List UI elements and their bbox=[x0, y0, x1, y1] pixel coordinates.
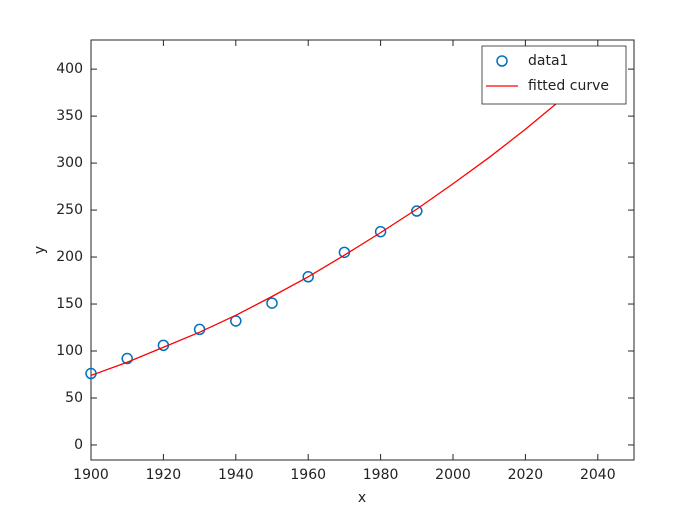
data-point bbox=[302, 271, 314, 283]
x-tick-label: 2020 bbox=[508, 467, 544, 483]
x-tick-label: 2000 bbox=[435, 467, 471, 483]
y-tick-label: 0 bbox=[74, 437, 83, 453]
y-tick-label: 100 bbox=[56, 343, 83, 359]
data-point bbox=[411, 205, 423, 217]
y-tick-label: 200 bbox=[56, 249, 83, 265]
legend-box bbox=[481, 45, 627, 105]
x-tick-label: 1940 bbox=[218, 467, 254, 483]
fit-line bbox=[90, 57, 610, 377]
legend-marker bbox=[496, 55, 508, 67]
x-tick-label: 1920 bbox=[146, 467, 182, 483]
x-tick-label: 1900 bbox=[73, 467, 109, 483]
y-tick-label: 350 bbox=[56, 108, 83, 124]
legend-label: fitted curve bbox=[528, 78, 609, 94]
data-point bbox=[374, 225, 387, 238]
y-axis-label: y bbox=[32, 246, 48, 254]
y-tick-label: 300 bbox=[56, 155, 83, 171]
x-axis-label: x bbox=[358, 490, 366, 506]
y-tick-label: 50 bbox=[65, 390, 83, 406]
y-tick-label: 150 bbox=[56, 296, 83, 312]
x-tick-label: 1960 bbox=[290, 467, 326, 483]
y-tick-label: 250 bbox=[56, 202, 83, 218]
data-point bbox=[121, 352, 133, 365]
data-point bbox=[266, 297, 278, 309]
x-tick-label: 2040 bbox=[580, 467, 616, 483]
x-tick-label: 1980 bbox=[363, 467, 399, 483]
y-tick-label: 400 bbox=[56, 61, 83, 77]
plot-frame bbox=[90, 39, 635, 461]
legend-label: data1 bbox=[528, 53, 568, 69]
